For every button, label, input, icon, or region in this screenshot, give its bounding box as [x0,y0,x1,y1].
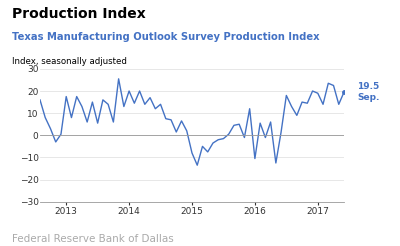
Text: Production Index: Production Index [12,7,146,21]
Text: Texas Manufacturing Outlook Survey Production Index: Texas Manufacturing Outlook Survey Produ… [12,32,320,42]
Text: 19.5
Sep.: 19.5 Sep. [357,82,380,102]
Text: Index, seasonally adjusted: Index, seasonally adjusted [12,57,127,66]
Text: Federal Reserve Bank of Dallas: Federal Reserve Bank of Dallas [12,233,174,244]
